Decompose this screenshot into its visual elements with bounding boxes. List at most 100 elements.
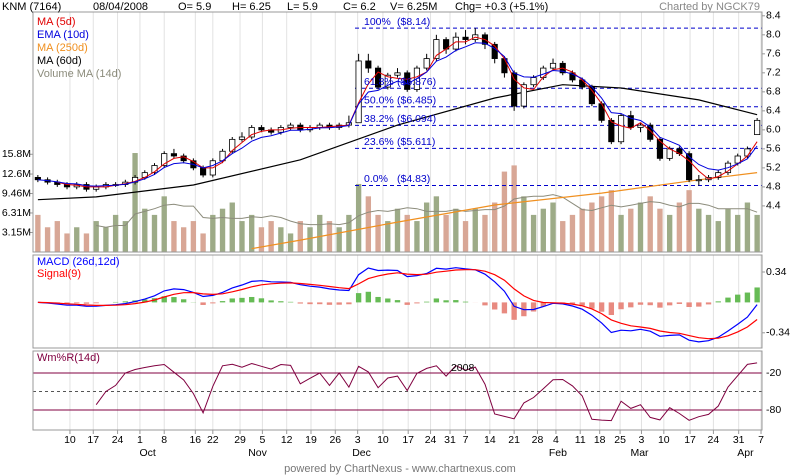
macd-histogram (219, 301, 226, 303)
x-tick-label: 18 (594, 434, 606, 446)
candle-body (608, 119, 615, 143)
fib-label: 50.0% (364, 95, 394, 107)
volume-bar (550, 202, 556, 252)
x-tick-label: 17 (402, 434, 414, 446)
quote: Chg= +0.3 (+5.1%) (455, 1, 548, 13)
macd-line (37, 267, 758, 343)
candle-body (579, 79, 586, 88)
candle-body (686, 153, 693, 181)
macd-histogram (637, 302, 644, 305)
fib-label: 61.8% (364, 76, 394, 88)
macd-histogram (676, 302, 683, 304)
macd-histogram (453, 300, 459, 303)
month-label: Feb (549, 447, 567, 459)
candle-body (384, 74, 391, 88)
x-tick-label: 3 (355, 434, 361, 446)
x-tick-label: 24 (425, 434, 437, 446)
macd-histogram (696, 302, 702, 307)
year-label: 2008 (451, 362, 475, 374)
volume-bar (190, 221, 197, 252)
x-tick-label: 7 (758, 434, 764, 446)
x-tick-label: 24 (112, 434, 124, 446)
macd-histogram (83, 302, 90, 304)
fib-label: 100% (364, 16, 391, 28)
macd-histogram (754, 287, 760, 303)
volume-bar (336, 227, 342, 252)
candle-body (423, 58, 430, 69)
candle-body (404, 72, 411, 90)
x-tick-label: 22 (207, 434, 219, 446)
macd-histogram (423, 301, 430, 303)
fib-label: 0.0% (364, 173, 388, 185)
macd-histogram (239, 297, 245, 303)
macd-panel (37, 255, 762, 348)
volume-bar (355, 183, 362, 252)
month-label: Nov (248, 447, 267, 459)
volume-bar (326, 221, 333, 252)
volume-bar (346, 214, 352, 252)
volume-bar (385, 221, 391, 252)
volume-bar (676, 202, 683, 252)
fib-price-label: ($4.83) (397, 173, 430, 185)
volume-bar (696, 208, 702, 252)
macd-histogram (326, 302, 333, 305)
macd-histogram (657, 302, 663, 308)
x-tick-label: 8 (161, 434, 167, 446)
volume-bar (142, 208, 148, 252)
macd-histogram (579, 302, 585, 306)
volume-bar (560, 221, 566, 252)
macd-histogram (647, 302, 653, 306)
volume-bar (287, 233, 294, 252)
macd-histogram (278, 301, 284, 303)
volume-bar (317, 214, 323, 252)
x-tick-label: 11 (575, 434, 586, 446)
legend-entry: Volume MA (14d) (37, 68, 121, 80)
price-frame (32, 11, 763, 253)
candle-body (374, 67, 382, 88)
x-tick-label: 17 (684, 434, 696, 446)
volume-bar (307, 227, 313, 252)
fib-label: 38.2% (364, 113, 394, 125)
candle-body (754, 119, 761, 136)
x-tick-label: 28 (532, 434, 544, 446)
fib-price-label: ($5.611) (397, 136, 435, 148)
volume-bar (598, 196, 605, 252)
candle-body (365, 60, 372, 69)
candle-body (161, 153, 168, 166)
macd-histogram (404, 302, 410, 305)
y-tick-label: 7.2 (766, 67, 781, 79)
volume-bar (249, 214, 255, 252)
x-tick-label: 7 (463, 434, 469, 446)
x-tick-label: 19 (305, 434, 317, 446)
volume-bar (375, 214, 381, 252)
candle-body (34, 176, 41, 181)
macd-histogram (540, 302, 546, 307)
quote: H= 6.25 (232, 1, 271, 13)
fib-price-label: ($6.876) (397, 76, 436, 88)
volume-bar (715, 221, 721, 252)
y-tick-label: 4.8 (766, 181, 781, 193)
signal-line (37, 269, 758, 340)
volume-bar (44, 227, 51, 252)
macd-histogram (725, 297, 731, 303)
macd-tick-label: 0.34 (766, 266, 787, 278)
volume-bar (151, 214, 158, 252)
x-tick-label: 26 (329, 434, 341, 446)
volume-bar (666, 214, 673, 252)
volume-bar (501, 171, 508, 252)
macd-histogram (268, 300, 274, 303)
volume-bar (93, 221, 99, 252)
macd-histogram (462, 301, 469, 303)
volume-bar (229, 202, 235, 252)
x-tick-label: 10 (64, 434, 76, 446)
macd-histogram (492, 302, 498, 310)
quote: C= 6.2 (343, 1, 376, 13)
macd-histogram (307, 302, 313, 305)
quote: O= 5.9 (178, 1, 211, 13)
candle-body (511, 72, 518, 107)
volume-bar (297, 221, 303, 252)
volume-bar (161, 196, 167, 252)
volume-bar (443, 214, 449, 252)
month-label: Oct (140, 447, 156, 459)
macd-histogram (511, 302, 517, 320)
